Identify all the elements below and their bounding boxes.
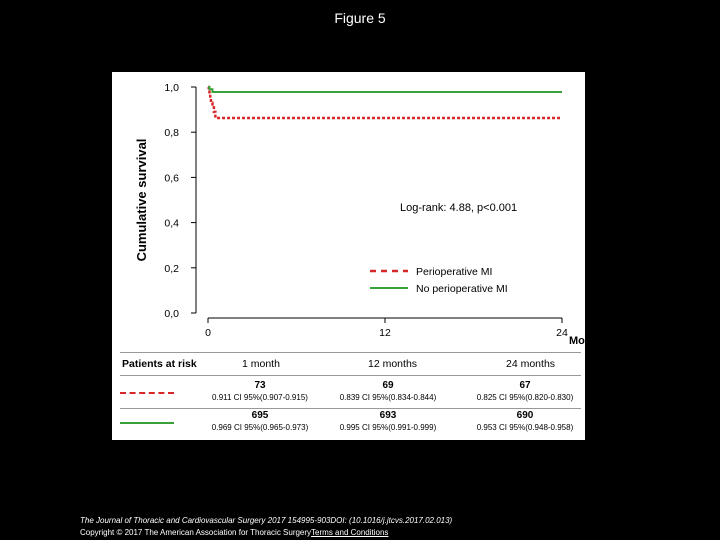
citation-text: The Journal of Thoracic and Cardiovascul… — [80, 516, 453, 525]
y-tick-label: 1,0 — [164, 82, 179, 94]
figure-panel: 1,0 0,8 0,6 0,4 0,2 0,0 0 12 24 Cumulative surv… — [112, 72, 585, 440]
x-tick-label: 24 — [556, 327, 568, 339]
y-tick-label: 0,8 — [164, 127, 179, 139]
y-axis-label: Cumulative survival — [134, 139, 149, 262]
y-tick-label: 0,6 — [164, 172, 179, 184]
x-tick-label: 12 — [379, 327, 391, 339]
risk-cell: 67 0.825 CI 95%(0.820-0.830) — [463, 380, 587, 402]
risk-count: 693 — [379, 410, 397, 421]
logrank-annotation: Log-rank: 4.88, p<0.001 — [400, 202, 517, 214]
risk-count: 695 — [251, 410, 269, 421]
risk-ci: 0.995 CI 95%(0.991-0.999) — [339, 423, 437, 432]
risk-cell: 693 0.995 CI 95%(0.991-0.999) — [326, 410, 450, 432]
legend-label-perioperative-mi: Perioperative MI — [416, 266, 492, 278]
risk-row-legend-solid — [120, 422, 174, 424]
legend-label-no-perioperative-mi: No perioperative MI — [416, 283, 508, 295]
km-curve-no-perioperative-mi — [208, 86, 562, 93]
risk-cell: 690 0.953 CI 95%(0.948-0.958) — [463, 410, 587, 432]
risk-ci: 0.953 CI 95%(0.948-0.958) — [476, 423, 574, 432]
risk-ci: 0.825 CI 95%(0.820-0.830) — [476, 393, 574, 402]
risk-ci: 0.839 CI 95%(0.834-0.844) — [339, 393, 437, 402]
y-tick-label: 0,2 — [164, 263, 179, 275]
copyright-line: Copyright © 2017 The American Associatio… — [80, 528, 388, 537]
risk-table: Patients at risk 1 month 12 months 24 mo… — [112, 352, 585, 440]
risk-cell: 69 0.839 CI 95%(0.834-0.844) — [326, 380, 450, 402]
km-curve-perioperative-mi — [207, 85, 562, 120]
risk-row-no-perioperative-mi: 695 0.969 CI 95%(0.965-0.973) 693 0.995 CI… — [120, 408, 581, 438]
risk-table-header: Patients at risk 1 month 12 months 24 mo… — [120, 352, 581, 376]
risk-count: 690 — [516, 410, 534, 421]
risk-col-24-months: 24 months — [506, 358, 556, 370]
risk-cell: 695 0.969 CI 95%(0.965-0.973) — [198, 410, 322, 432]
risk-count: 69 — [382, 380, 394, 391]
risk-col-1-month: 1 month — [242, 358, 280, 370]
y-tick-label: 0,0 — [164, 308, 179, 320]
risk-row-legend-dashed — [120, 392, 174, 394]
risk-count: 67 — [519, 380, 531, 391]
copyright-text: Copyright © 2017 The American Associatio… — [80, 528, 312, 537]
y-tick-label: 0,4 — [164, 218, 179, 230]
risk-table-title: Patients at risk — [122, 358, 197, 370]
risk-ci: 0.969 CI 95%(0.965-0.973) — [211, 423, 309, 432]
slide-title: Figure 5 — [334, 10, 386, 26]
risk-cell: 73 0.911 CI 95%(0.907-0.915) — [198, 380, 322, 402]
risk-ci: 0.911 CI 95%(0.907-0.915) — [212, 393, 308, 402]
x-axis-label: Months — [569, 335, 585, 347]
risk-col-12-months: 12 months — [368, 358, 418, 370]
risk-count: 73 — [254, 380, 266, 391]
x-tick-label: 0 — [205, 327, 211, 339]
terms-link[interactable]: Terms and Conditions — [311, 528, 389, 537]
km-chart: 1,0 0,8 0,6 0,4 0,2 0,0 0 12 24 Cumulative surv… — [134, 82, 585, 347]
risk-row-perioperative-mi: 73 0.911 CI 95%(0.907-0.915) 69 0.839 CI 9… — [120, 378, 581, 409]
